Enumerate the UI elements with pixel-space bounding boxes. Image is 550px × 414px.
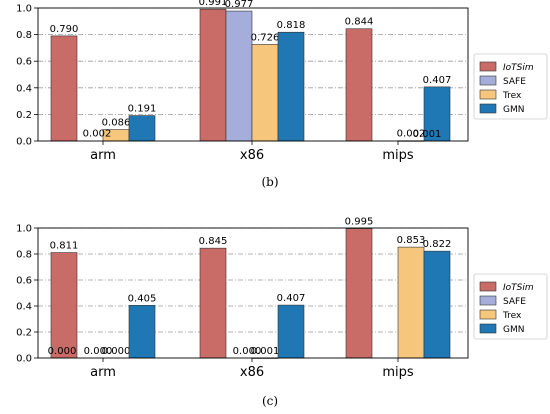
panel-c-caption: (c) — [262, 394, 278, 408]
panel-b-data-label: 0.977 — [225, 0, 254, 10]
panel-b-legend-swatch-gmn — [479, 103, 497, 114]
panel-c-data-label: 0.000 — [84, 346, 113, 357]
panel-c-data-label: 0.822 — [423, 239, 452, 250]
panel-c-xtick-label: x86 — [240, 365, 264, 380]
panel-c-legend-swatch-trex — [479, 309, 497, 320]
panel-b-legend-label-trex: Trex — [502, 91, 522, 101]
panel-b-ytick-label: 0.2 — [16, 110, 32, 121]
panel-b-ytick-label: 0.8 — [16, 30, 32, 41]
panel-c-data-label: 0.001 — [251, 346, 280, 357]
panel-c-data-label: 0.405 — [128, 293, 157, 304]
panel-b-data-label: 0.002 — [83, 129, 112, 140]
panel-c-legend-swatch-gmn — [479, 323, 497, 334]
panel-b-data-label: 0.002 — [397, 129, 426, 140]
panel-c-bar-gmn-arm — [128, 305, 156, 359]
panel-b-bar-iotsim-mips — [345, 28, 373, 142]
panel-c-legend-swatch-safe — [479, 295, 497, 306]
panel-c-xtick-label: arm — [90, 365, 116, 380]
panel-b-data-label: 0.991 — [199, 0, 228, 8]
panel-c-ytick-label: 0.6 — [16, 276, 32, 287]
panel-b-data-label: 0.818 — [277, 20, 306, 31]
panel-c-ytick-label: 0.2 — [16, 328, 32, 339]
panel-b-legend-label-iotsim: IoTSim — [503, 63, 534, 73]
panel-b-bar-iotsim-arm — [50, 35, 78, 142]
panel-c-data-label: 0.407 — [277, 293, 306, 304]
panel-c-bar-gmn-x86 — [277, 304, 305, 359]
panel-b-xtick-label: x86 — [240, 148, 264, 163]
panel-c-legend-label-iotsim: IoTSim — [503, 283, 534, 293]
panel-b-caption: (b) — [261, 175, 278, 189]
panel-b-legend-swatch-iotsim — [479, 61, 497, 72]
panel-c-legend-label-trex: Trex — [502, 311, 522, 321]
panel-c-ytick-label: 0.4 — [16, 302, 32, 313]
panel-b-ytick-label: 0.4 — [16, 83, 32, 94]
panel-b-data-label: 0.844 — [345, 17, 374, 28]
panel-c-bar-iotsim-mips — [345, 228, 373, 359]
panel-b-bar-trex-x86 — [251, 44, 279, 142]
panel-c-data-label: 0.811 — [50, 241, 79, 252]
panel-c-plot-frame — [37, 227, 469, 359]
panel-b-bar-gmn-mips — [423, 86, 451, 142]
panel-c-xtick-label: mips — [382, 365, 414, 380]
panel-b-data-label: 0.191 — [128, 104, 157, 115]
panel-c-data-label: 0.845 — [199, 236, 228, 247]
panel-b-data-label: 0.407 — [423, 75, 452, 86]
panel-b-bar-gmn-arm — [128, 115, 156, 142]
panel-b-xtick-label: mips — [382, 148, 414, 163]
panel-b-xtick-label: arm — [90, 148, 116, 163]
panel-b-ytick-label: 1.0 — [16, 4, 32, 15]
panel-c-bar-gmn-mips — [423, 250, 451, 359]
panel-c-data-label: 0.995 — [345, 217, 374, 228]
panel-b-bar-safe-x86 — [225, 10, 253, 142]
panel-b-bar-iotsim-x86 — [199, 8, 227, 142]
panel-b-ytick-label: 0.0 — [16, 137, 32, 148]
panel-b-data-label: 0.726 — [251, 32, 280, 43]
panel-b-bar-gmn-x86 — [277, 31, 305, 142]
panel-b-legend-swatch-trex — [479, 89, 497, 100]
panel-c-data-label: 0.000 — [102, 346, 131, 357]
panel-b-legend-label-safe: SAFE — [503, 77, 526, 87]
panel-c-legend-label-gmn: GMN — [503, 325, 524, 335]
panel-b-data-label: 0.086 — [102, 118, 131, 129]
panel-c-legend-swatch-iotsim — [479, 281, 497, 292]
panel-c-data-label: 0.000 — [233, 346, 262, 357]
panel-c-data-label: 0.853 — [397, 235, 426, 246]
panel-b-plot-frame — [37, 7, 469, 142]
panel-c-legend-label-safe: SAFE — [503, 297, 526, 307]
panel-b-legend-swatch-safe — [479, 75, 497, 86]
panel-c-ytick-label: 0.8 — [16, 250, 32, 261]
panel-b-legend-label-gmn: GMN — [503, 105, 524, 115]
panel-b-data-label: 0.790 — [50, 24, 79, 35]
panel-b-ytick-label: 0.6 — [16, 57, 32, 68]
panel-b-data-label: 0.001 — [413, 129, 442, 140]
panel-c-ytick-label: 1.0 — [16, 224, 32, 235]
panel-c-bar-iotsim-arm — [50, 252, 78, 359]
panel-c-ytick-label: 0.0 — [16, 354, 32, 365]
panel-c-bar-iotsim-x86 — [199, 247, 227, 359]
panel-c-data-label: 0.000 — [48, 346, 77, 357]
panel-c-bar-trex-mips — [397, 246, 425, 359]
